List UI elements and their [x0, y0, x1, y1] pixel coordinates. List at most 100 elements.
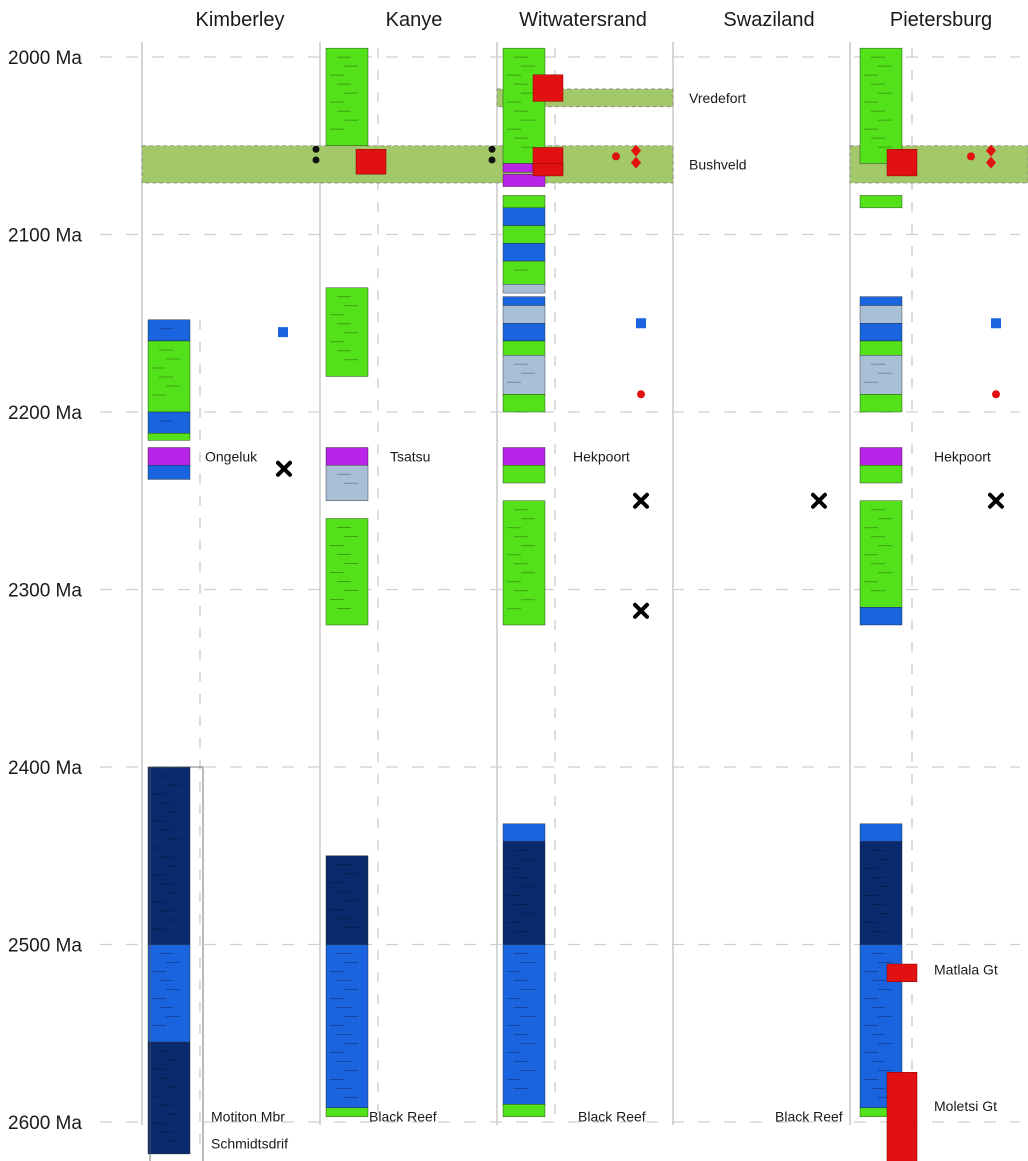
age-gridlines [100, 42, 1020, 1154]
unit-label: Schmidtsdrif [211, 1135, 288, 1151]
stratum-green [325, 1107, 369, 1117]
unit-label: Motiton Mbr [211, 1109, 285, 1125]
stratum-navy [147, 1041, 191, 1155]
unit-label: Black Reef [775, 1109, 843, 1125]
stratum-green [859, 394, 903, 413]
black-dot-marker [488, 145, 496, 153]
stratum-blue [859, 823, 903, 842]
blue-square-marker [991, 318, 1001, 329]
unit-label: Black Reef [369, 1109, 437, 1125]
stratum-lightblue [859, 305, 903, 324]
stratum-blue [147, 465, 191, 480]
cross-marker [633, 602, 649, 619]
stratum-blue [502, 296, 546, 306]
stratum-navy [147, 766, 191, 945]
event-label: Bushveld [689, 156, 747, 172]
cross-marker [276, 460, 292, 477]
red-units [355, 74, 918, 1161]
stratum-lightblue [325, 465, 369, 501]
stratum-green [502, 500, 546, 626]
blue-square-marker [636, 318, 646, 329]
red-unit [886, 1072, 918, 1161]
age-tick-label: 2200 Ma [8, 403, 82, 424]
unit-label: Moletsi Gt [934, 1098, 997, 1114]
stratum-green [502, 1104, 546, 1117]
stratum-magenta [325, 447, 369, 466]
stratum-green [147, 433, 191, 441]
region-title: Swaziland [723, 9, 814, 31]
stratum-magenta [147, 447, 191, 466]
red-diamond-marker [986, 144, 996, 169]
stratum-lightblue [502, 305, 546, 324]
stratum-green [502, 260, 546, 285]
stratum-green [859, 500, 903, 608]
red-unit [886, 963, 918, 983]
age-tick-label: 2500 Ma [8, 936, 82, 957]
stratum-blue [147, 411, 191, 434]
event-band [141, 145, 674, 184]
stratum-green [147, 340, 191, 413]
black-dot-marker [312, 145, 320, 153]
stratum-green [859, 195, 903, 209]
red-dot-marker [992, 390, 1000, 399]
age-tick-label: 2000 Ma [8, 48, 82, 69]
stratum-green [325, 287, 369, 377]
cross-marker [633, 492, 649, 509]
stratum-navy [859, 841, 903, 945]
stratum-green [859, 340, 903, 356]
stratum-blue [147, 944, 191, 1043]
red-unit [532, 74, 564, 102]
stratum-blue [147, 319, 191, 342]
unit-label: Hekpoort [934, 448, 991, 464]
stratum-lightblue [859, 355, 903, 395]
unit-label: Tsatsu [390, 448, 430, 464]
labels: 2000 Ma 2100 Ma 2200 Ma 2300 Ma 2400 Ma 2500 … [8, 9, 998, 1151]
age-tick-label: 2300 Ma [8, 581, 82, 602]
stratum-magenta [502, 447, 546, 466]
stratum-green [502, 340, 546, 356]
stratum-green [859, 47, 903, 164]
stratum-green [502, 465, 546, 484]
stratum-blue [502, 823, 546, 842]
event-bands [141, 88, 1028, 184]
black-dot-marker [312, 156, 320, 164]
stratum-blue [325, 944, 369, 1109]
stratum-blue [859, 296, 903, 306]
region-title: Kanye [386, 9, 443, 31]
stratum-green [502, 47, 546, 164]
unit-label: Black Reef [578, 1109, 646, 1125]
unit-label: Hekpoort [573, 448, 630, 464]
stratum-lightblue [502, 355, 546, 395]
unit-label: Matlala Gt [934, 961, 998, 977]
stratum-green [325, 518, 369, 626]
red-dot-marker [967, 152, 975, 161]
markers [276, 144, 1004, 619]
event-label: Vredefort [689, 90, 746, 106]
stratum-blue [502, 944, 546, 1105]
age-tick-label: 2100 Ma [8, 226, 82, 247]
stratum-green [325, 47, 369, 146]
blue-square-marker [278, 327, 288, 338]
stratum-navy [502, 841, 546, 945]
cross-marker [811, 492, 827, 509]
column-frame [149, 766, 204, 1161]
age-tick-label: 2400 Ma [8, 758, 82, 779]
stratum-magenta [502, 173, 546, 187]
stratum-green [859, 465, 903, 484]
red-dot-marker [612, 152, 620, 161]
stratum-blue [502, 323, 546, 342]
stratum-magenta [859, 447, 903, 466]
stratum-navy [325, 855, 369, 945]
age-tick-label: 2600 Ma [8, 1113, 82, 1134]
stratum-blue [859, 323, 903, 342]
stratigraphic-columns [147, 47, 903, 1161]
stratum-blue [859, 607, 903, 626]
region-title: Witwatersrand [519, 9, 647, 31]
stratum-green [502, 394, 546, 413]
stratum-blue [502, 207, 546, 226]
red-unit [355, 149, 387, 175]
stratum-green [502, 195, 546, 209]
red-unit [886, 149, 918, 177]
red-dot-marker [637, 390, 645, 399]
